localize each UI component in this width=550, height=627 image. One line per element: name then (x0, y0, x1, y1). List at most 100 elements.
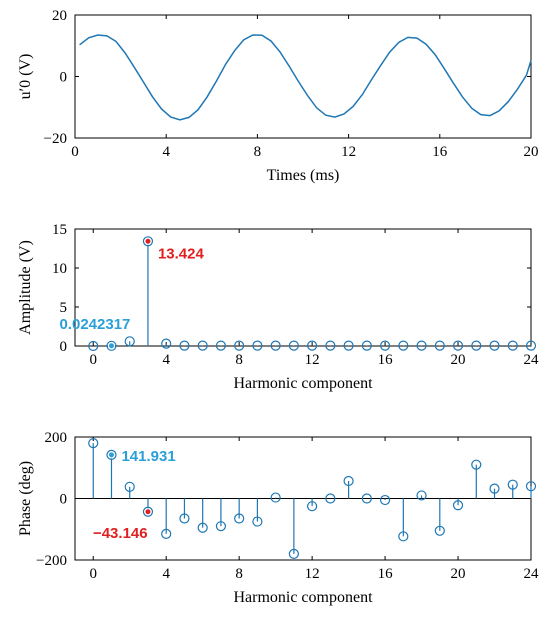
stem-marker (379, 340, 391, 351)
x-tick-label: 24 (524, 352, 540, 368)
y-tick-label: 200 (45, 430, 68, 446)
stem-marker (307, 340, 318, 351)
stem-marker (307, 501, 318, 512)
plot-frame (74, 14, 532, 139)
stem-marker (489, 483, 500, 494)
stem-marker (471, 340, 482, 351)
x-tick-label: 0 (71, 144, 79, 160)
x-axis-label: Times (ms) (267, 167, 340, 184)
stem-marker (398, 340, 409, 351)
stem-marker (124, 336, 135, 347)
x-tick-label: 20 (451, 566, 466, 582)
stem-marker (270, 492, 281, 503)
stem-marker (471, 459, 482, 470)
stem-marker (142, 506, 154, 517)
stem-marker (288, 548, 299, 559)
stem-marker (88, 340, 99, 352)
stem-marker (507, 340, 518, 351)
stem-marker (325, 493, 336, 504)
y-tick-label: 5 (60, 300, 68, 316)
stem-marker (343, 475, 354, 487)
highlight-marker (107, 451, 115, 459)
stem-marker (361, 340, 372, 351)
y-tick-label: 0 (60, 339, 68, 355)
stem-marker (179, 340, 190, 351)
x-axis-label: Harmonic component (233, 375, 373, 392)
data-tip-label: −43.146 (93, 525, 148, 542)
y-tick-label: 15 (52, 222, 67, 238)
x-tick-label: 12 (341, 144, 356, 160)
data-tip-label: 13.424 (158, 245, 205, 262)
stem-marker (124, 481, 135, 492)
y-tick-label: 10 (52, 261, 67, 277)
stem-marker (234, 340, 245, 351)
x-tick-label: 16 (378, 566, 394, 582)
amplitude-chart: 0 4 8 12 16 20 24 0 5 10 15 Harmonic component Ampli… (17, 222, 539, 392)
x-tick-label: 20 (451, 352, 466, 368)
y-tick-label: 0 (60, 70, 68, 86)
stem-marker (525, 481, 537, 492)
data-tip-label: 141.931 (121, 448, 175, 465)
x-tick-label: 12 (305, 566, 320, 582)
stem-marker (106, 449, 117, 460)
stem-marker (452, 340, 464, 351)
stem-marker (452, 500, 464, 511)
stem-marker (489, 340, 500, 351)
stem-marker (197, 522, 208, 533)
y-tick-label: 0 (60, 492, 68, 508)
stem-marker (379, 494, 391, 506)
x-tick-label: 0 (89, 566, 97, 582)
stem-marker (215, 521, 227, 532)
stem-marker (288, 340, 299, 351)
x-tick-label: 16 (378, 352, 394, 368)
x-tick-label: 8 (254, 144, 262, 160)
y-axis-label: u′0 (V) (17, 54, 34, 100)
stem-marker (270, 340, 281, 351)
x-tick-label: 12 (305, 352, 320, 368)
stem-marker (398, 531, 409, 542)
stem-marker (343, 340, 354, 351)
y-tick-label: −200 (36, 553, 67, 569)
stem-marker (234, 513, 245, 524)
stem-marker (325, 340, 336, 351)
x-tick-label: 4 (162, 352, 170, 368)
stem-marker (507, 479, 518, 490)
data-tip-label: 0.0242317 (59, 316, 130, 333)
y-tick-label: −20 (44, 131, 67, 147)
stem-marker (434, 525, 445, 536)
x-tick-label: 4 (162, 144, 170, 160)
highlight-marker (107, 342, 115, 350)
highlight-marker (144, 508, 152, 516)
stem-marker (525, 340, 537, 351)
waveform-line (79, 34, 532, 121)
y-tick-label: 20 (52, 8, 67, 24)
stem-marker (434, 340, 445, 351)
stem-marker (179, 513, 190, 524)
x-tick-label: 8 (235, 566, 243, 582)
x-tick-label: 4 (162, 566, 170, 582)
stem-marker (215, 340, 227, 351)
stem-marker (252, 516, 263, 527)
x-tick-label: 8 (235, 352, 243, 368)
stem-marker (161, 338, 172, 349)
x-tick-label: 16 (432, 144, 448, 160)
stem-marker (142, 236, 154, 247)
x-tick-label: 24 (524, 566, 540, 582)
highlight-marker (144, 237, 152, 245)
stem-marker (88, 438, 99, 449)
stem-marker (252, 340, 263, 351)
phase-chart: 0 4 8 12 16 20 24 −200 0 200 Harmonic component Pha… (17, 430, 539, 606)
y-axis-label: Phase (deg) (17, 461, 34, 536)
plot-frame (74, 228, 532, 347)
x-tick-label: 0 (89, 352, 97, 368)
stem-marker (197, 340, 208, 351)
stem-marker (161, 528, 172, 539)
x-axis-label: Harmonic component (233, 589, 373, 606)
stem-marker (361, 493, 372, 504)
stem-marker (416, 490, 427, 501)
stem-marker (416, 340, 427, 351)
stem-marker (106, 340, 117, 351)
y-axis-label: Amplitude (V) (17, 240, 34, 335)
